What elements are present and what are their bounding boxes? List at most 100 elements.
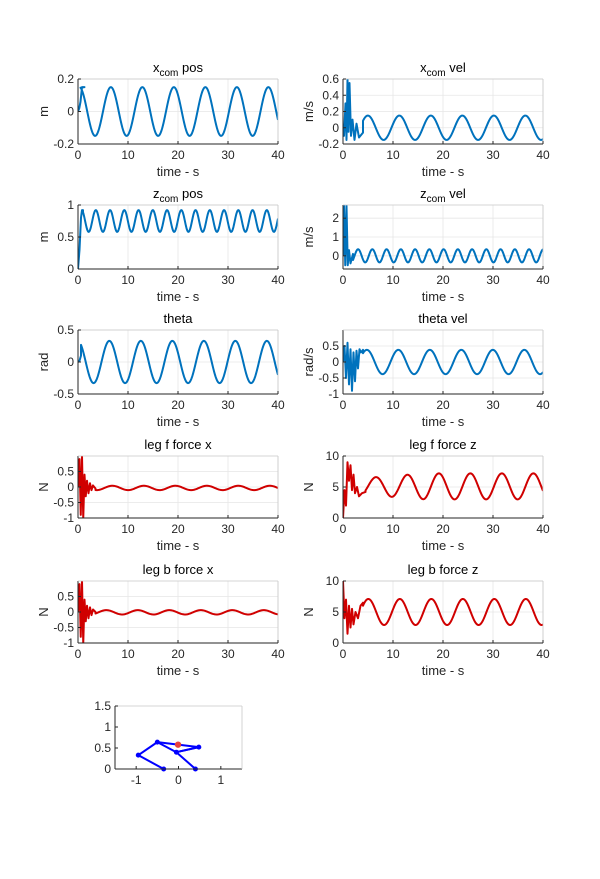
y-axis-label: rad/s	[301, 347, 316, 376]
chart-title: leg f force x	[144, 437, 212, 452]
y-axis-label: N	[36, 607, 51, 616]
x-tick-label-3: 30	[221, 148, 235, 162]
x-tick-label-2: 1	[217, 773, 224, 787]
x-tick-label-1: 0	[175, 773, 182, 787]
series-line	[78, 456, 278, 518]
y-tick-label-1: 0	[67, 105, 74, 119]
chart-title: zcom vel	[420, 186, 466, 205]
x-tick-label-1: 10	[386, 273, 400, 287]
x-tick-label-2: 20	[436, 647, 450, 661]
x-tick-label-0: 0	[340, 522, 347, 536]
x-tick-label-4: 40	[536, 398, 550, 412]
y-axis-label: rad	[36, 353, 51, 372]
x-tick-label-3: 30	[486, 148, 500, 162]
x-tick-label-2: 20	[171, 148, 185, 162]
chart-title: zcom pos	[153, 186, 203, 205]
series-line	[343, 205, 543, 267]
series-line	[343, 341, 543, 392]
leg-segment-5	[156, 741, 177, 754]
x-tick-label-4: 40	[271, 647, 285, 661]
y-tick-label-0: 0	[332, 636, 339, 650]
y-tick-label-2: 2	[332, 211, 339, 225]
x-tick-label-4: 40	[536, 522, 550, 536]
x-tick-label-0: 0	[75, 273, 82, 287]
x-tick-label-4: 40	[536, 148, 550, 162]
joint-3	[173, 749, 179, 755]
y-tick-label-2: 0.2	[322, 105, 339, 119]
series-line	[78, 581, 278, 643]
joint-2	[135, 752, 141, 758]
x-tick-label-3: 30	[486, 522, 500, 536]
x-axis-label: time - s	[157, 538, 200, 553]
x-tick-label-4: 40	[536, 273, 550, 287]
y-tick-label-2: 0	[67, 605, 74, 619]
chart-title: leg b force x	[143, 562, 214, 577]
x-axis-label: time - s	[157, 289, 200, 304]
y-axis-label: m	[36, 232, 51, 243]
x-tick-label-4: 40	[271, 148, 285, 162]
y-tick-label-0: -0.5	[53, 387, 74, 401]
x-axis-label: time - s	[422, 164, 465, 179]
y-tick-label-2: 1	[67, 198, 74, 212]
x-axis-label: time - s	[422, 414, 465, 429]
x-axis-label: time - s	[157, 663, 200, 678]
x-tick-label-0: 0	[75, 522, 82, 536]
y-tick-label-1: 0	[67, 355, 74, 369]
leg-segment-4	[175, 751, 197, 770]
y-axis-label: m/s	[301, 226, 316, 247]
y-tick-label-1: -0.5	[53, 621, 74, 635]
x-tick-label-3: 30	[486, 647, 500, 661]
y-tick-label-2: 0	[332, 355, 339, 369]
series-line	[78, 86, 278, 137]
x-tick-label-2: 20	[171, 273, 185, 287]
x-tick-label-4: 40	[536, 647, 550, 661]
series-line	[78, 339, 278, 385]
x-tick-label-1: 10	[121, 522, 135, 536]
y-axis-label: N	[301, 482, 316, 491]
y-tick-label-0: -0.2	[53, 137, 74, 151]
x-tick-label-3: 30	[486, 273, 500, 287]
chart-title: leg f force z	[409, 437, 476, 452]
x-tick-label-2: 20	[171, 398, 185, 412]
x-tick-label-0: 0	[340, 273, 347, 287]
y-tick-label-0: 0	[332, 249, 339, 263]
y-tick-label-0: -1	[63, 511, 74, 525]
y-tick-label-1: 0.5	[94, 741, 111, 755]
y-tick-label-0: 0	[104, 762, 111, 776]
y-tick-label-1: 0	[332, 121, 339, 135]
x-tick-label-0: 0	[340, 647, 347, 661]
chart-title: leg b force z	[408, 562, 479, 577]
com-marker	[174, 741, 182, 748]
x-tick-label-0: -1	[131, 773, 142, 787]
x-tick-label-2: 20	[171, 647, 185, 661]
x-tick-label-1: 10	[386, 522, 400, 536]
chart-title: xcom vel	[420, 60, 466, 79]
y-tick-label-0: -1	[328, 387, 339, 401]
x-tick-label-2: 20	[436, 522, 450, 536]
joint-0	[154, 739, 160, 745]
x-tick-label-0: 0	[340, 148, 347, 162]
series-line	[78, 209, 278, 269]
subplot-3: 0 10 20 30 40 0 0.5 1 time - s m zcom pos	[36, 186, 285, 304]
x-tick-label-2: 20	[436, 273, 450, 287]
x-axis-label: time - s	[157, 414, 200, 429]
x-tick-label-4: 40	[271, 398, 285, 412]
y-tick-label-3: 0.5	[57, 590, 74, 604]
x-tick-label-1: 10	[121, 398, 135, 412]
x-tick-label-3: 30	[221, 398, 235, 412]
y-tick-label-0: 0	[67, 262, 74, 276]
x-tick-label-1: 10	[121, 148, 135, 162]
y-axis-label: m/s	[301, 101, 316, 122]
y-tick-label-0: -0.2	[318, 137, 339, 151]
joint-1	[196, 744, 202, 750]
series-line	[343, 79, 543, 141]
chart-title: theta	[164, 311, 194, 326]
x-axis-label: time - s	[422, 538, 465, 553]
x-axis-label: time - s	[422, 663, 465, 678]
